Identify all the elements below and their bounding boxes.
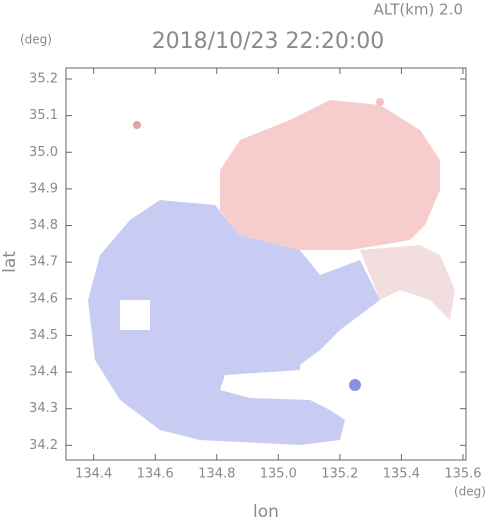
y-tick-label: 34.8: [29, 218, 58, 233]
y-tick-label: 34.7: [29, 255, 58, 270]
y-tick-label: 34.2: [29, 438, 58, 453]
chart-title: 2018/10/23 22:20:00: [152, 29, 385, 54]
y-tick-label: 34.9: [29, 181, 58, 196]
y-tick-label: 34.5: [29, 328, 58, 343]
gap: [220, 370, 340, 400]
velocity-field: [88, 98, 455, 445]
x-tick-label: 135.4: [383, 467, 420, 482]
gap: [120, 300, 150, 330]
x-tick-label: 135.6: [444, 467, 481, 482]
red-region: [220, 100, 440, 250]
altitude-label: ALT(km) 2.0: [374, 1, 463, 19]
y-tick-label: 34.6: [29, 291, 58, 306]
x-tick-label: 135.0: [260, 467, 297, 482]
x-axis-label: lon: [253, 502, 279, 521]
x-tick-label: 134.6: [137, 467, 174, 482]
red-region: [360, 245, 455, 320]
x-unit: (deg): [454, 485, 486, 499]
y-tick-label: 34.3: [29, 401, 58, 416]
x-tick-label: 134.4: [75, 467, 112, 482]
y-axis-label: lat: [0, 251, 20, 273]
blue-region: [88, 200, 380, 445]
y-tick-label: 35.1: [29, 108, 58, 123]
x-tick-label: 135.2: [321, 467, 358, 482]
plot-frame: [65, 67, 467, 461]
echo: [133, 121, 141, 129]
y-tick-label: 35.0: [29, 145, 58, 160]
x-tick-label: 134.8: [198, 467, 235, 482]
echo: [376, 98, 384, 106]
y-tick-label: 34.4: [29, 365, 58, 380]
y-tick-label: 35.2: [29, 71, 58, 86]
y-unit: (deg): [20, 33, 52, 47]
echo: [349, 379, 361, 391]
